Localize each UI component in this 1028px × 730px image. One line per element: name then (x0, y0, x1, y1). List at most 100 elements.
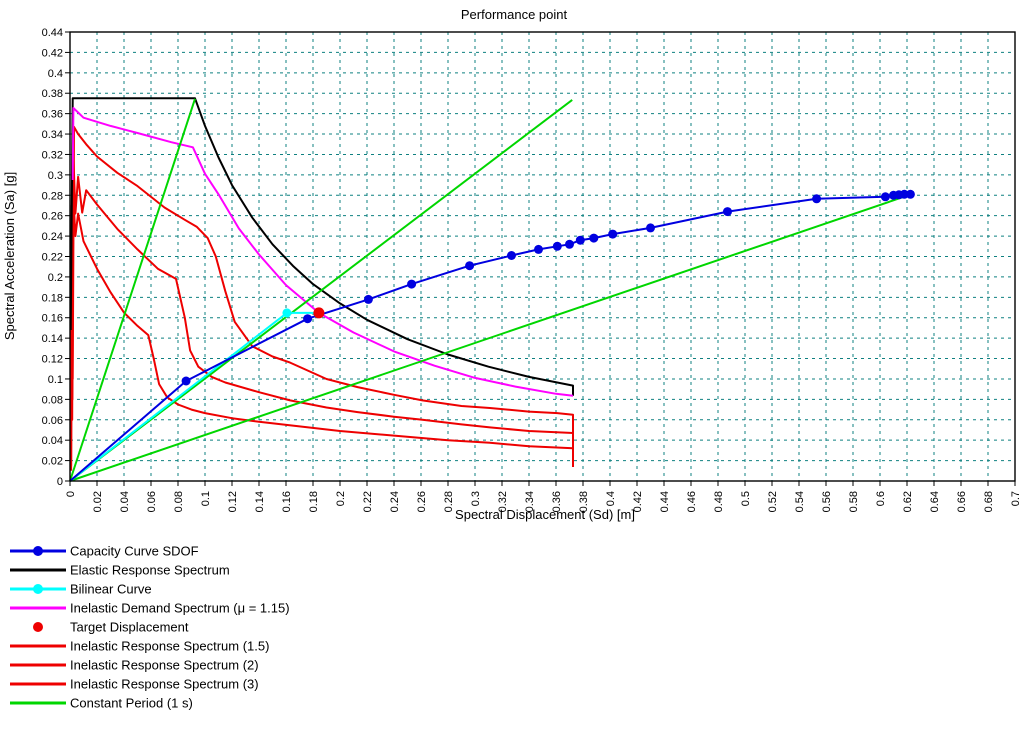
series-line (70, 184, 574, 471)
y-tick-label: 0.24 (42, 231, 63, 243)
y-tick-label: 0 (57, 476, 63, 488)
legend-item: Inelastic Response Spectrum (2) (10, 658, 259, 673)
y-tick-label: 0.28 (42, 190, 63, 202)
x-tick-label: 0.52 (767, 491, 779, 512)
series-line (70, 125, 574, 467)
x-tick-label: 0.06 (146, 491, 158, 512)
x-tick-label: 0.66 (956, 491, 968, 512)
x-tick-label: 0.08 (173, 491, 185, 512)
series-line (69, 98, 196, 482)
y-tick-label: 0.34 (42, 129, 63, 141)
x-tick-label: 0.2 (335, 491, 347, 506)
legend-label: Inelastic Demand Spectrum (μ = 1.15) (70, 601, 290, 616)
legend-label: Constant Period (1 s) (70, 696, 193, 711)
x-axis-label: Spectral Displacement (Sd) [m] (455, 507, 635, 522)
series-marker (407, 279, 417, 289)
legend-item: Inelastic Response Spectrum (1.5) (10, 639, 269, 654)
legend-label: Inelastic Response Spectrum (1.5) (70, 639, 269, 654)
series-marker (646, 223, 655, 233)
y-tick-label: 0.1 (48, 374, 63, 386)
series-marker (880, 192, 890, 202)
y-tick-label: 0.38 (42, 88, 63, 100)
y-tick-label: 0.02 (42, 456, 63, 468)
series-line (70, 155, 574, 467)
series-marker (575, 235, 585, 245)
y-tick-label: 0.18 (42, 292, 63, 304)
x-tick-label: 0.04 (119, 491, 131, 512)
grid-layer (70, 32, 1015, 481)
x-tick-label: 0.24 (389, 491, 401, 512)
x-tick-label: 0 (65, 491, 77, 497)
series-marker (608, 229, 618, 239)
x-tick-label: 0.16 (281, 491, 293, 512)
x-tick-label: 0.6 (875, 491, 887, 506)
x-tick-label: 0.7 (1010, 491, 1022, 506)
legend-label: Elastic Response Spectrum (70, 563, 230, 578)
legend-label: Inelastic Response Spectrum (3) (70, 677, 259, 692)
x-tick-label: 0.38 (578, 491, 590, 512)
series-line (69, 97, 574, 396)
y-tick-label: 0.12 (42, 354, 63, 366)
x-tick-label: 0.1 (200, 491, 212, 506)
x-tick-label: 0.22 (362, 491, 374, 512)
series-marker (905, 189, 915, 199)
series-marker (812, 194, 822, 204)
series-line (71, 107, 574, 397)
legend-item: Target Displacement (33, 620, 189, 635)
series-marker (313, 307, 325, 319)
x-tick-label: 0.34 (524, 491, 536, 512)
series-marker (303, 314, 313, 324)
y-tick-label: 0.36 (42, 109, 63, 121)
x-tick-label: 0.54 (794, 491, 806, 512)
legend: Capacity Curve SDOF Elastic Response Spec… (10, 544, 290, 711)
series-marker (589, 233, 599, 243)
y-tick-label: 0.06 (42, 415, 63, 427)
y-axis-label: Spectral Acceleration (Sa) [g] (2, 172, 17, 340)
legend-marker-sample (33, 622, 43, 632)
x-tick-label: 0.14 (254, 491, 266, 512)
x-tick-label: 0.32 (497, 491, 509, 512)
x-tick-label: 0.46 (686, 491, 698, 512)
axis-ticks: 0 0.02 0.04 0.06 0.08 0.1 0.12 0.14 0.16 0.18 0.2 0… (42, 27, 1022, 512)
series-marker (507, 251, 516, 260)
legend-item: Constant Period (1 s) (10, 696, 193, 711)
series-marker (723, 207, 732, 217)
legend-label: Target Displacement (70, 620, 189, 635)
series-line (69, 99, 573, 482)
y-tick-label: 0.04 (42, 435, 63, 447)
chart-title: Performance point (461, 7, 568, 22)
x-tick-label: 0.18 (308, 491, 320, 512)
y-tick-label: 0.32 (42, 149, 63, 161)
legend-item: Inelastic Demand Spectrum (μ = 1.15) (10, 601, 290, 616)
x-tick-label: 0.68 (983, 491, 995, 512)
series-layer (69, 97, 915, 482)
legend-label: Capacity Curve SDOF (70, 544, 199, 559)
series-line (69, 193, 911, 482)
x-tick-label: 0.42 (632, 491, 644, 512)
x-tick-label: 0.3 (470, 491, 482, 506)
y-tick-label: 0.22 (42, 252, 63, 264)
series-marker (552, 241, 562, 251)
x-tick-label: 0.12 (227, 491, 239, 512)
legend-item: Inelastic Response Spectrum (3) (10, 677, 259, 692)
x-tick-label: 0.62 (902, 491, 914, 512)
legend-marker-sample (33, 546, 43, 556)
y-tick-label: 0.14 (42, 333, 63, 345)
legend-label: Bilinear Curve (70, 582, 152, 597)
x-tick-label: 0.4 (605, 491, 617, 506)
x-tick-label: 0.56 (821, 491, 833, 512)
series-marker (181, 376, 191, 386)
y-tick-label: 0.4 (48, 68, 63, 80)
legend-item: Bilinear Curve (10, 582, 152, 597)
series-marker (465, 261, 475, 271)
x-tick-label: 0.28 (443, 491, 455, 512)
legend-label: Inelastic Response Spectrum (2) (70, 658, 259, 673)
y-tick-label: 0.44 (42, 27, 63, 39)
x-tick-label: 0.48 (713, 491, 725, 512)
y-tick-label: 0.26 (42, 211, 63, 223)
legend-item: Elastic Response Spectrum (10, 563, 230, 578)
series-marker (282, 308, 292, 318)
x-tick-label: 0.5 (740, 491, 752, 506)
